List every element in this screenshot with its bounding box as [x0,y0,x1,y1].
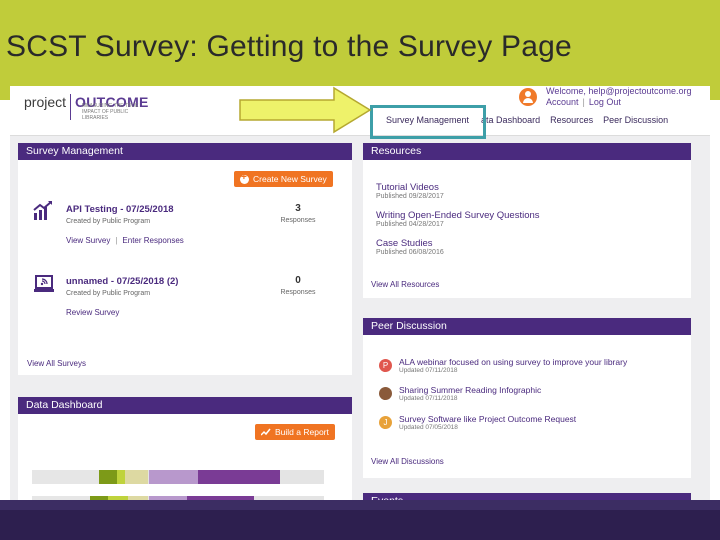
logout-link[interactable]: Log Out [588,97,621,107]
survey-title[interactable]: API Testing - 07/25/2018 [66,204,174,215]
logo-outcome-text: OUTCOME [75,94,149,110]
main-nav: Survey Management ata Dashboard Resource… [386,115,668,125]
bar-track [32,470,324,484]
survey-response-label: Responses [280,217,316,224]
view-all-resources-link[interactable]: View All Resources [371,280,440,289]
chart-icon [33,201,52,220]
resource-published: Published 04/28/2017 [376,221,444,228]
view-all-discussions-link[interactable]: View All Discussions [371,457,444,466]
data-dashboard-panel: Data Dashboard Build a Report [18,397,352,520]
survey-management-panel: Survey Management Create New Survey API … [18,143,352,375]
nav-highlight-box [370,105,486,139]
bar-segment[interactable] [198,470,280,484]
resource-title[interactable]: Case Studies [376,238,433,249]
resource-published: Published 06/08/2016 [376,249,444,256]
resources-panel: Resources Tutorial Videos Published 09/2… [363,143,691,298]
logo-project-text: project [24,94,67,110]
project-outcome-logo[interactable]: project OUTCOME [24,94,149,120]
bar-segment[interactable] [32,470,99,484]
user-icon[interactable] [519,88,537,106]
account-links: Account | Log Out [546,97,621,107]
arrow-icon [239,86,372,134]
survey-created-by: Created by Public Program [66,218,151,225]
slide-title: SCST Survey: Getting to the Survey Page [6,30,572,63]
discussion-title[interactable]: Survey Software like Project Outcome Req… [399,414,577,424]
resource-published: Published 09/28/2017 [376,193,444,200]
bar-segment[interactable] [149,470,199,484]
bar-segment[interactable] [99,470,117,484]
survey-created-by: Created by Public Program [66,290,151,297]
avatar: P [379,359,392,372]
enter-responses-link[interactable]: Enter Responses [122,236,184,245]
nav-peer-discussion[interactable]: Peer Discussion [603,115,669,125]
create-new-survey-button[interactable]: Create New Survey [234,171,333,187]
survey-response-label: Responses [280,289,316,296]
app-screenshot: project OUTCOME Measuring the true impac… [10,86,710,520]
discussion-updated: Updated 07/11/2018 [399,367,458,374]
view-survey-link[interactable]: View Survey [66,236,111,245]
survey-response-count: 0 [295,275,301,286]
laptop-icon [34,275,54,292]
data-dashboard-heading: Data Dashboard [18,397,352,414]
discussion-title[interactable]: ALA webinar focused on using survey to i… [399,357,628,367]
avatar: J [379,416,392,429]
nav-resources[interactable]: Resources [550,115,594,125]
slide-footer-band [0,500,720,540]
logo-divider [70,94,72,120]
discussion-title[interactable]: Sharing Summer Reading Infographic [399,385,542,395]
resource-title[interactable]: Writing Open-Ended Survey Questions [376,210,540,221]
nav-survey-management[interactable]: Survey Management [386,115,470,125]
review-survey-link[interactable]: Review Survey [66,308,120,317]
survey-response-count: 3 [295,203,301,214]
trend-icon [261,428,271,436]
bar-segment[interactable] [117,470,126,484]
peer-discussion-heading: Peer Discussion [363,318,691,335]
discussion-updated: Updated 07/05/2018 [399,424,458,431]
footer-stripe [0,500,720,510]
link-separator: | [115,236,118,245]
peer-discussion-panel: Peer Discussion P ALA webinar focused on… [363,318,691,478]
survey-links: View Survey | Enter Responses [66,236,184,245]
survey-management-heading: Survey Management [18,143,352,160]
account-separator: | [582,97,585,107]
nav-data-dashboard[interactable]: ata Dashboard [481,115,541,125]
plus-icon [240,172,249,184]
create-new-survey-label: Create New Survey [253,174,327,184]
resource-title[interactable]: Tutorial Videos [376,182,439,193]
build-report-label: Build a Report [275,427,329,437]
view-all-surveys-link[interactable]: View All Surveys [27,359,86,368]
slide-title-band [0,0,720,100]
logo-tagline: Measuring the true impact of public libr… [82,103,139,121]
discussion-updated: Updated 07/11/2018 [399,395,458,402]
survey-title[interactable]: unnamed - 07/25/2018 (2) [66,276,179,287]
account-link[interactable]: Account [546,97,579,107]
resources-heading: Resources [363,143,691,160]
welcome-text: Welcome, help@projectoutcome.org [546,86,692,96]
build-report-button[interactable]: Build a Report [255,424,335,440]
bar-segment[interactable] [125,470,148,484]
avatar [379,387,392,400]
